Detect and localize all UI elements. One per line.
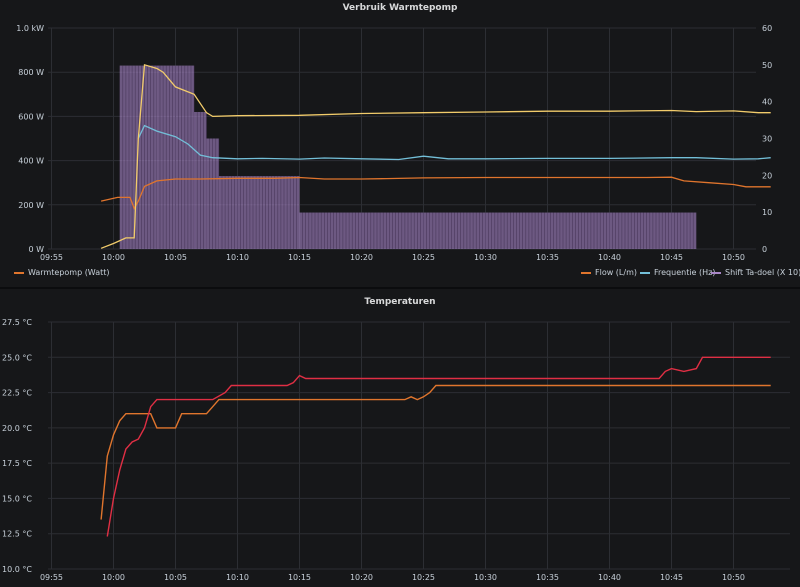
legend-label-flow: Flow (L/m) — [595, 268, 637, 277]
temperature-y-tick: 10.0 °C — [2, 565, 32, 574]
legend-flow[interactable]: Flow (L/m) — [581, 268, 637, 277]
power-chart[interactable]: 0 W 200 W 400 W 600 W 800 W 1.0 kW 0 10 20 30 40 50… — [0, 0, 800, 287]
legend-frequentie[interactable]: Frequentie (Hz) — [640, 268, 715, 277]
temperature-x-tick: 10:40 — [598, 573, 621, 582]
temperature-x-tick: 10:00 — [102, 573, 125, 582]
temperature-panel: Temperaturen 10.0 °C 12.5 °C 15.0 °C 17.5 °… — [0, 289, 800, 587]
temperature-x-tick: 10:45 — [660, 573, 683, 582]
temperature-x-tick: 10:35 — [536, 573, 559, 582]
power-y-right-tick: 40 — [762, 98, 772, 107]
temperature-y-tick: 25.0 °C — [2, 353, 32, 362]
temperature-x-tick: 10:15 — [288, 573, 311, 582]
temperature-x-tick: 09:55 — [40, 573, 63, 582]
power-y-left-tick: 600 W — [18, 112, 44, 121]
temperature-x-tick: 10:10 — [226, 573, 249, 582]
temperature-grid — [48, 321, 790, 570]
panel-divider — [0, 287, 800, 289]
power-x-tick: 10:25 — [412, 253, 435, 262]
power-series-line-1 — [137, 124, 771, 161]
temperature-x-tick: 10:05 — [164, 573, 187, 582]
temperature-y-tick: 27.5 °C — [2, 318, 32, 327]
power-x-tick: 09:55 — [40, 253, 63, 262]
power-x-tick: 10:05 — [164, 253, 187, 262]
legend-label-watt: Warmtepomp (Watt) — [28, 268, 110, 277]
legend-swatch-shift — [711, 271, 721, 274]
legend-watt[interactable]: Warmtepomp (Watt) — [14, 268, 110, 277]
temperature-y-tick: 15.0 °C — [2, 494, 32, 503]
temperature-y-tick: 17.5 °C — [2, 459, 32, 468]
power-x-tick: 10:30 — [474, 253, 497, 262]
legend-swatch-watt — [14, 271, 24, 274]
power-x-tick: 10:45 — [660, 253, 683, 262]
temperature-y-tick: 22.5 °C — [2, 389, 32, 398]
temperature-y-tick: 20.0 °C — [2, 424, 32, 433]
temperature-chart-title: Temperaturen — [364, 297, 436, 307]
power-x-tick: 10:35 — [536, 253, 559, 262]
power-y-left-tick: 200 W — [18, 201, 44, 210]
power-x-tick: 10:50 — [722, 253, 745, 262]
temperature-x-tick: 10:50 — [722, 573, 745, 582]
legend-shift[interactable]: Shift Ta-doel (X 10) — [711, 268, 800, 277]
power-y-right-tick: 20 — [762, 171, 772, 180]
power-y-right-tick: 30 — [762, 135, 772, 144]
power-y-left-tick: 0 W — [28, 245, 44, 254]
temperature-x-tick: 10:25 — [412, 573, 435, 582]
power-y-left-tick: 800 W — [18, 68, 44, 77]
power-series-line-2 — [100, 63, 771, 249]
temperature-series-line-1 — [106, 356, 771, 537]
legend-label-frequentie: Frequentie (Hz) — [654, 268, 716, 277]
power-x-tick: 10:00 — [102, 253, 125, 262]
power-x-tick: 10:40 — [598, 253, 621, 262]
power-x-tick: 10:20 — [350, 253, 373, 262]
power-y-right-tick: 0 — [762, 245, 767, 254]
power-y-right-tick: 50 — [762, 61, 772, 70]
power-y-right-tick: 60 — [762, 24, 772, 33]
temperature-x-tick: 10:20 — [350, 573, 373, 582]
power-x-tick: 10:15 — [288, 253, 311, 262]
power-x-tick: 10:10 — [226, 253, 249, 262]
power-bars — [119, 65, 697, 249]
temperature-x-tick: 10:30 — [474, 573, 497, 582]
legend-swatch-flow — [581, 271, 591, 274]
power-y-left-tick: 400 W — [18, 157, 44, 166]
temperature-y-tick: 12.5 °C — [2, 530, 32, 539]
temperature-series-line-0 — [100, 384, 771, 520]
power-chart-title: Verbruik Warmtepomp — [342, 3, 458, 13]
power-y-right-tick: 10 — [762, 208, 772, 217]
legend-swatch-frequentie — [640, 271, 650, 274]
power-y-left-tick: 1.0 kW — [16, 24, 44, 33]
power-panel: Verbruik Warmtepomp 0 W 200 W 400 W 600 W 80… — [0, 0, 800, 287]
legend-label-shift: Shift Ta-doel (X 10) — [725, 268, 800, 277]
temperature-chart[interactable]: 10.0 °C 12.5 °C 15.0 °C 17.5 °C 20.0 °C 22.5 … — [0, 289, 800, 587]
